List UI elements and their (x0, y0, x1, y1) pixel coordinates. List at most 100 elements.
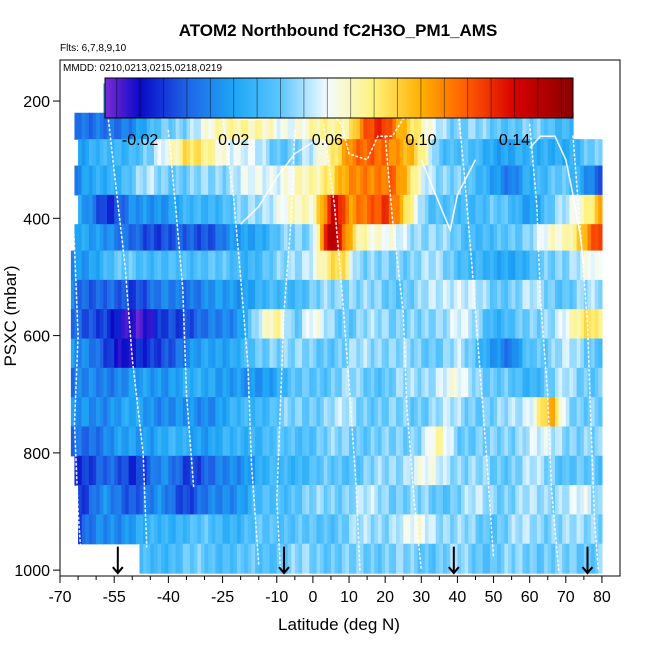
heat-cell (193, 250, 198, 281)
heat-cell (70, 367, 76, 398)
heat-cell (125, 426, 130, 457)
x-tick-label: 50 (485, 589, 503, 606)
heat-cell (211, 112, 216, 140)
heat-cell (583, 250, 589, 281)
heat-cell (302, 139, 307, 167)
heat-cell (114, 250, 119, 281)
heat-cell (388, 112, 393, 140)
heat-cell (233, 455, 238, 486)
flight-arrow (112, 546, 124, 575)
heat-cell (125, 112, 130, 140)
heat-cell (349, 309, 354, 340)
heat-cell (96, 485, 101, 516)
heat-cell (182, 224, 188, 252)
heat-cell (500, 139, 505, 167)
heat-cell (316, 543, 321, 574)
heat-cell (287, 455, 292, 486)
heat-cell (540, 426, 545, 457)
heat-cell (544, 112, 549, 140)
heat-cell (399, 194, 404, 225)
heat-cell (330, 165, 336, 196)
heat-cell (403, 112, 408, 140)
heat-cell (352, 426, 357, 457)
heat-cell (204, 455, 209, 486)
heat-cell (258, 224, 263, 252)
heat-cell (446, 165, 451, 196)
heat-cell (179, 514, 184, 545)
heat-cell (345, 224, 350, 252)
heat-cell (146, 250, 151, 281)
heat-cell (284, 485, 289, 516)
heat-cell (500, 367, 505, 398)
flight-track-profile-a (106, 106, 148, 548)
heat-cell (500, 224, 505, 252)
heat-cell (479, 279, 484, 310)
heat-cell (179, 485, 184, 516)
heat-cell (573, 279, 578, 310)
heat-cell (547, 279, 552, 310)
heat-cell (327, 543, 332, 574)
heat-cell (345, 485, 350, 516)
heat-cell (265, 543, 271, 574)
heat-cell (132, 367, 137, 398)
heat-cell (265, 250, 271, 281)
heat-cell (522, 279, 527, 310)
heat-cell (453, 485, 459, 516)
heat-cell (172, 485, 177, 516)
heat-cell (432, 485, 437, 516)
heat-cell (117, 455, 123, 486)
heat-cell (486, 224, 491, 252)
heat-cell (143, 514, 148, 545)
heat-cell (200, 485, 206, 516)
x-tick-label: 40 (449, 589, 467, 606)
heat-cell (88, 455, 94, 486)
heat-cell (540, 543, 545, 574)
heat-cell (244, 309, 249, 340)
heat-cell (247, 165, 253, 196)
heat-cell (428, 250, 433, 281)
heat-cell (265, 224, 271, 252)
heat-cell (291, 367, 296, 398)
heat-cell (381, 485, 386, 516)
heat-cell (377, 112, 383, 140)
heat-cell (356, 309, 361, 340)
heat-cell (280, 224, 285, 252)
heat-cell (74, 397, 79, 428)
heat-cell (594, 309, 599, 340)
heat-cell (255, 514, 260, 545)
heat-cell (392, 367, 397, 398)
heat-cell (298, 514, 303, 545)
heat-cell (587, 139, 592, 167)
heat-cell (146, 426, 151, 457)
heat-cell (421, 514, 426, 545)
heat-cell (388, 455, 393, 486)
heat-cell (114, 455, 119, 486)
heat-cell (370, 165, 375, 196)
heat-cell (580, 279, 585, 310)
heat-cell (356, 194, 361, 225)
heat-cell (96, 514, 101, 545)
heat-cell (468, 194, 473, 225)
heat-cell (338, 112, 343, 140)
heat-cell (377, 426, 383, 457)
heat-cell (424, 543, 430, 574)
heat-cell (594, 279, 599, 310)
heat-cell (237, 194, 242, 225)
heat-cell (442, 514, 448, 545)
heat-cell (182, 112, 188, 140)
heat-cell (153, 165, 159, 196)
heat-cell (251, 139, 256, 167)
heat-cell (338, 367, 343, 398)
heat-cell (312, 397, 318, 428)
heat-cell (193, 397, 198, 428)
heat-cell (103, 455, 108, 486)
heat-cell (106, 309, 112, 340)
heat-cell (298, 338, 303, 369)
heat-cell (190, 367, 195, 398)
heat-cell (461, 165, 466, 196)
heat-cell (78, 514, 83, 545)
heat-cell (388, 367, 393, 398)
heat-cell (367, 112, 372, 140)
heat-cell (587, 194, 592, 225)
heat-cell (486, 309, 491, 340)
